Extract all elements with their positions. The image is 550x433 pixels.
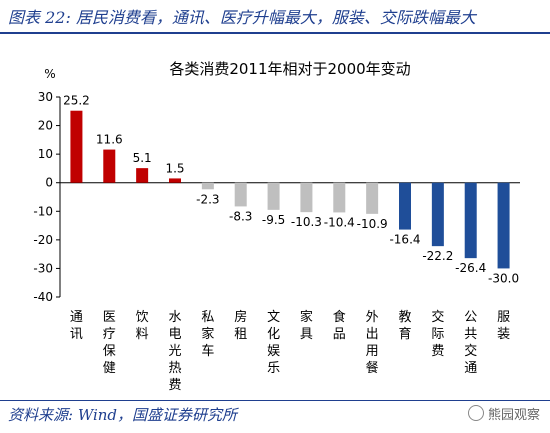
category-label-13: 服装 (497, 310, 510, 342)
bar-4 (201, 182, 214, 190)
bar-5 (234, 182, 247, 207)
category-label-8: 食品 (333, 309, 346, 342)
bar-3 (169, 178, 181, 183)
watermark-text: 熊园观察 (487, 408, 540, 423)
bar-13 (497, 182, 510, 269)
bar-7 (300, 182, 313, 213)
y-tick-label: -40 (33, 290, 53, 304)
value-label-9: -10.9 (357, 217, 388, 231)
value-label-5: -8.3 (229, 209, 252, 223)
value-label-13: -30.0 (488, 271, 519, 285)
y-tick-label: 20 (38, 119, 53, 133)
value-label-2: 5.1 (133, 151, 152, 165)
category-label-0: 通讯 (70, 310, 83, 342)
category-label-1: 医疗保健 (103, 310, 116, 376)
category-label-2: 饮料 (136, 310, 149, 342)
value-label-6: -9.5 (262, 213, 285, 227)
value-label-3: 1.5 (165, 161, 184, 175)
y-tick-label: -20 (33, 233, 53, 247)
category-label-9: 外出用餐 (366, 310, 379, 376)
bar-1 (103, 149, 116, 183)
header-divider (0, 32, 550, 34)
bar-8 (333, 182, 346, 213)
bar-6 (267, 182, 280, 210)
source-note: 资料来源: Wind，国盛证券研究所 (8, 406, 238, 424)
bar-12 (464, 182, 477, 259)
category-label-3: 水电光热费 (168, 310, 181, 393)
category-label-4: 私家车 (201, 310, 214, 359)
value-label-12: -26.4 (455, 261, 486, 275)
watermark: 熊园观察 (467, 404, 540, 423)
wechat-icon (467, 405, 484, 421)
bar-10 (399, 182, 411, 230)
y-tick-label: 10 (38, 147, 53, 161)
bar-11 (431, 182, 444, 247)
y-tick-label: 30 (38, 90, 53, 104)
value-label-10: -16.4 (389, 233, 420, 247)
value-label-11: -22.2 (422, 249, 453, 263)
category-label-11: 交际费 (431, 309, 444, 359)
footer-divider (0, 400, 550, 401)
category-label-6: 文化娱乐 (267, 310, 280, 376)
chart-title: 各类消费2011年相对于2000年变动 (169, 60, 410, 78)
figure-title: 图表 22: 居民消费看，通讯、医疗升幅最大，服装、交际跌幅最大 (8, 8, 476, 27)
value-label-7: -10.3 (291, 215, 322, 229)
category-label-12: 公共交通 (464, 310, 477, 376)
category-label-10: 教育 (398, 309, 411, 342)
category-label-5: 房租 (234, 309, 247, 342)
y-tick-label: -30 (33, 261, 53, 275)
category-label-7: 家具 (300, 309, 313, 342)
value-label-0: 25.2 (63, 94, 90, 108)
y-tick-label: -10 (33, 204, 53, 218)
bar-0 (70, 110, 83, 183)
bar-9 (366, 182, 379, 214)
bar-chart: 各类消费2011年相对于2000年变动 % 30 20 10 0 -10 -20 -30 -4… (33, 60, 520, 393)
bar-2 (136, 168, 149, 183)
value-label-4: -2.3 (196, 192, 219, 206)
y-axis-unit-label: % (44, 67, 55, 81)
value-label-1: 11.6 (96, 133, 123, 147)
value-label-8: -10.4 (324, 215, 355, 229)
y-tick-label: 0 (45, 176, 53, 190)
